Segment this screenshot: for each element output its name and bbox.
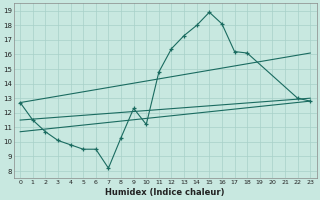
X-axis label: Humidex (Indice chaleur): Humidex (Indice chaleur) [106,188,225,197]
